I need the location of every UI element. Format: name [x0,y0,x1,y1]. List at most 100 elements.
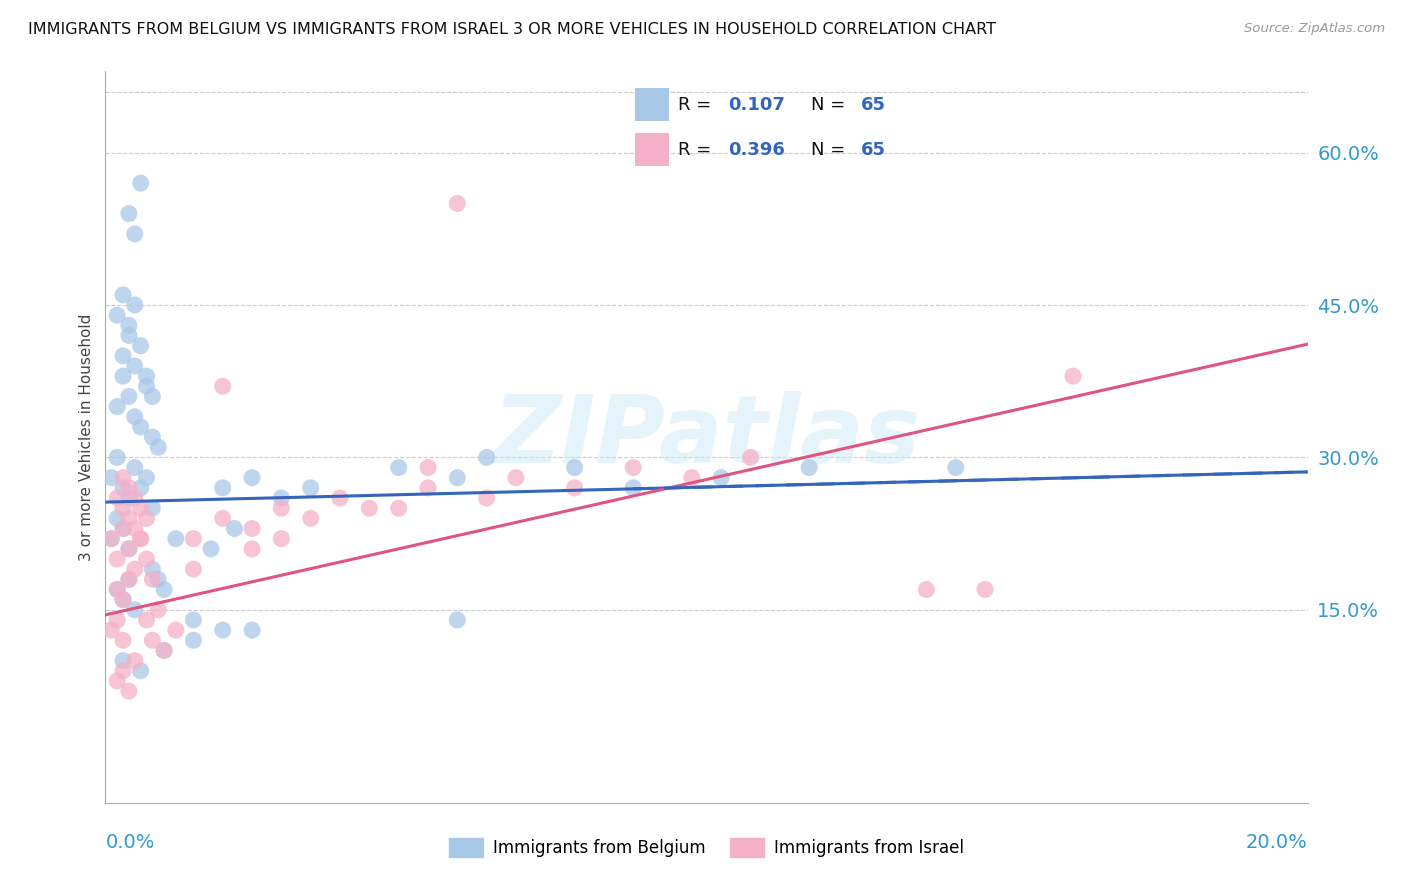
Point [141,389,163,403]
Point [112,349,135,363]
Point [564,460,586,475]
Point [105,552,128,566]
Point [475,491,498,505]
Text: N =: N = [811,141,845,159]
Point [135,369,157,384]
Point [945,460,967,475]
Point [211,623,233,637]
Point [112,471,135,485]
Point [446,471,468,485]
Point [135,471,157,485]
Point [124,522,146,536]
Point [129,481,152,495]
Point [183,532,205,546]
Point [105,450,128,465]
Point [112,288,135,302]
Point [148,440,170,454]
Point [112,664,135,678]
Point [1062,369,1084,384]
Point [129,664,152,678]
Point [621,481,644,495]
Text: 0.0%: 0.0% [105,833,155,853]
Point [118,572,141,586]
Point [183,633,205,648]
Point [118,684,141,698]
Point [112,522,135,536]
Point [129,176,152,190]
Point [475,450,498,465]
Point [797,460,820,475]
Point [141,501,163,516]
Point [112,481,135,495]
Point [124,603,146,617]
Point [183,562,205,576]
Point [105,582,128,597]
Point [299,481,322,495]
Point [388,460,411,475]
Point [124,298,146,312]
Point [915,582,938,597]
Point [129,339,152,353]
Point [416,460,439,475]
Point [135,552,157,566]
Text: 65: 65 [860,95,886,113]
Point [118,318,141,333]
Text: 0.396: 0.396 [728,141,785,159]
Point [141,572,163,586]
FancyBboxPatch shape [636,133,669,166]
Point [148,603,170,617]
Point [118,572,141,586]
Point [124,359,146,373]
Point [118,541,141,556]
Point [153,582,176,597]
Point [359,501,381,516]
Point [446,196,468,211]
Point [124,409,146,424]
Text: 0.107: 0.107 [728,95,785,113]
Point [112,654,135,668]
Point [129,532,152,546]
Point [446,613,468,627]
Point [740,450,762,465]
Point [124,654,146,668]
Point [224,522,246,536]
Point [112,592,135,607]
Point [118,328,141,343]
FancyBboxPatch shape [636,88,669,121]
Point [165,532,187,546]
Point [112,633,135,648]
Point [135,379,157,393]
Point [124,227,146,241]
Point [124,562,146,576]
Point [105,308,128,322]
Text: ZIPatlas: ZIPatlas [492,391,921,483]
Point [135,511,157,525]
Point [100,623,122,637]
Text: Source: ZipAtlas.com: Source: ZipAtlas.com [1244,22,1385,36]
Text: R =: R = [678,95,711,113]
Point [112,522,135,536]
Point [165,623,187,637]
Point [141,430,163,444]
Point [105,613,128,627]
Point [299,511,322,525]
Point [105,491,128,505]
Point [153,643,176,657]
Point [118,491,141,505]
Point [105,511,128,525]
Point [564,481,586,495]
Point [710,471,733,485]
Point [105,400,128,414]
Point [105,673,128,688]
Point [148,572,170,586]
Point [100,532,122,546]
Point [100,471,122,485]
Point [183,613,205,627]
Point [200,541,222,556]
Text: R =: R = [678,141,711,159]
Point [118,541,141,556]
Point [240,623,263,637]
Point [135,613,157,627]
Point [118,511,141,525]
Point [416,481,439,495]
